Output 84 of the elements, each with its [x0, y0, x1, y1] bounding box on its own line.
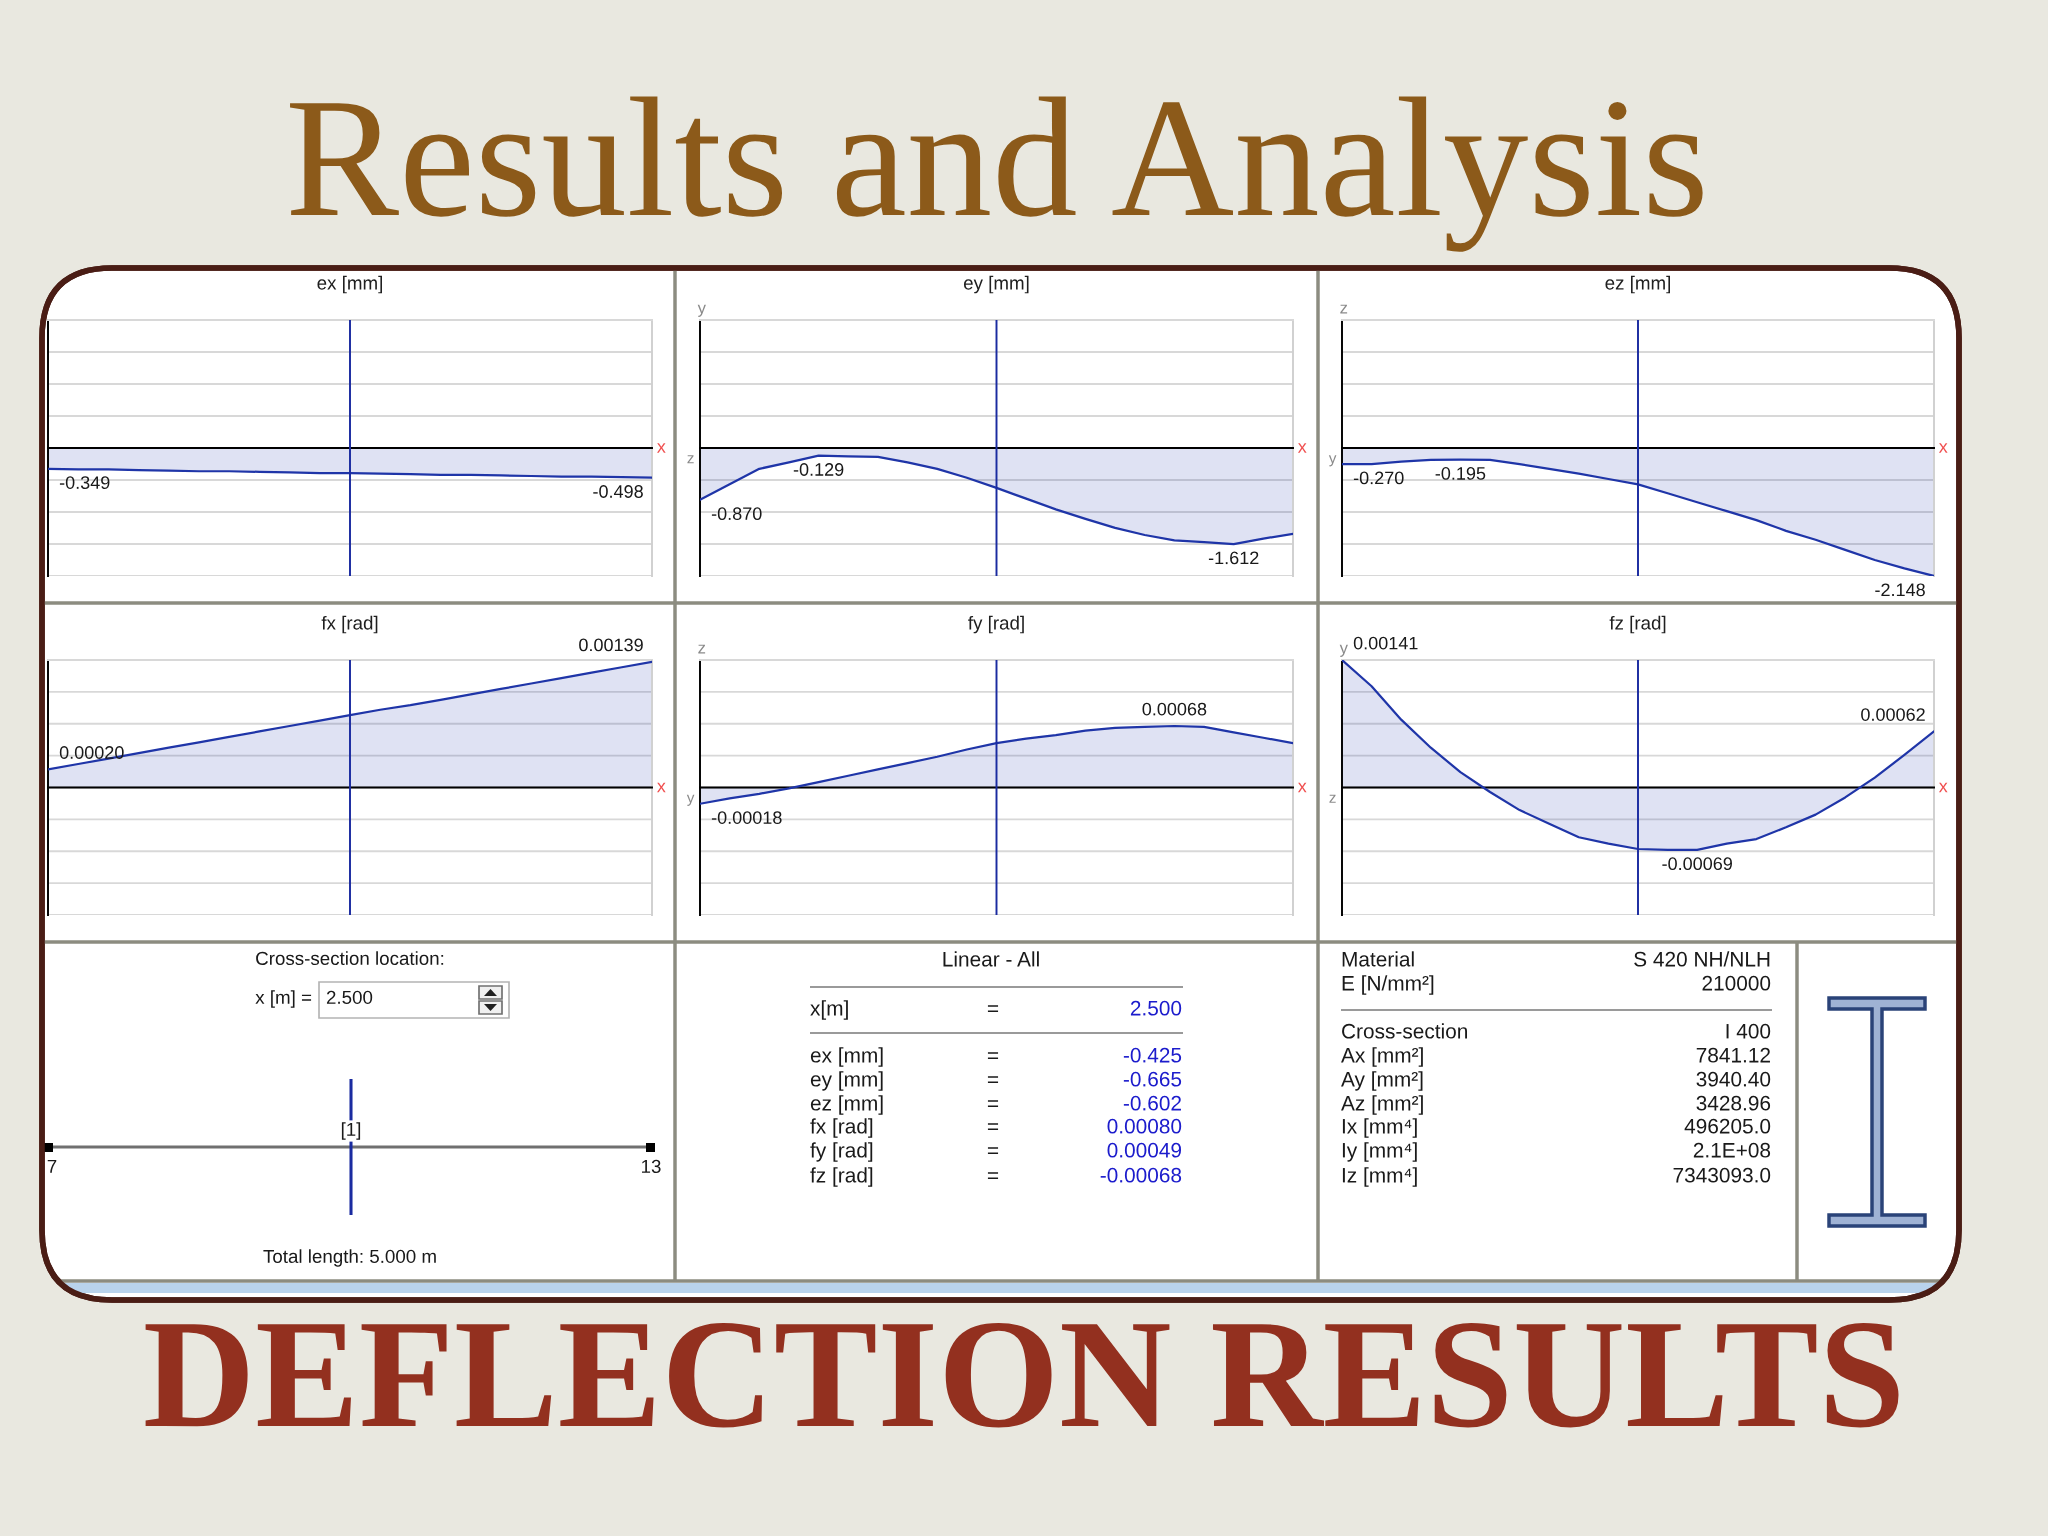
data-label: 0.00068 — [1142, 702, 1207, 716]
text: = — [987, 1172, 999, 1179]
text: 13 — [642, 1159, 661, 1174]
text: = — [987, 1147, 999, 1154]
text: y — [686, 794, 695, 806]
text: Iz [mm⁴] — [1342, 1167, 1417, 1187]
data-label: -2.148 — [1875, 583, 1925, 597]
chart-title: ez [mm] — [1605, 275, 1670, 294]
data-label: 0.00062 — [1861, 708, 1925, 721]
data-label: 0.00141 — [1353, 636, 1418, 650]
data-label: -0.195 — [1435, 467, 1486, 480]
text: 210000 — [1702, 975, 1771, 991]
data-label: -0.498 — [593, 485, 643, 498]
text: y — [1328, 455, 1337, 467]
text: 3428.96 — [1696, 1095, 1771, 1111]
text: fz [rad] — [810, 1167, 873, 1187]
text: z — [687, 455, 694, 464]
text: fx [rad] — [810, 1118, 873, 1138]
data-label: -0.270 — [1353, 471, 1404, 485]
text: = — [987, 1123, 999, 1130]
data-label: -0.129 — [793, 463, 844, 476]
text: -0.00068 — [1100, 1167, 1182, 1183]
y-axis-title: y — [697, 304, 706, 317]
text: Ay [mm²] — [1341, 1071, 1423, 1091]
text: z — [1329, 794, 1336, 803]
text: E [N/mm²] — [1342, 975, 1434, 995]
x-axis-title: x — [657, 443, 666, 453]
text: -0.665 — [1123, 1071, 1182, 1087]
data-label: -0.349 — [59, 476, 110, 489]
text: Iy [mm⁴] — [1342, 1142, 1417, 1162]
text: = — [987, 1100, 999, 1107]
y-axis-title: z — [698, 644, 706, 654]
data-label: -0.00018 — [711, 811, 782, 824]
text: 496205.0 — [1684, 1118, 1771, 1134]
text: [1] — [341, 1122, 361, 1140]
data-label: -0.870 — [711, 507, 762, 521]
x-axis-title: x — [1938, 782, 1948, 793]
y-axis-title: z — [1340, 304, 1348, 314]
text: = — [987, 1052, 999, 1059]
chart-title: fy [rad] — [968, 615, 1024, 634]
data-label: 0.00020 — [59, 746, 124, 759]
text: 7 — [47, 1159, 57, 1173]
text: Material — [1342, 951, 1414, 967]
text: Results and Analysis — [290, 96, 1703, 252]
text: I 400 — [1726, 1023, 1771, 1039]
text: = — [987, 1076, 999, 1083]
text: Cross-section — [1342, 1023, 1467, 1039]
text: x [m] = — [255, 990, 312, 1008]
text: Linear - All — [943, 951, 1039, 967]
data-label: -1.612 — [1208, 551, 1259, 565]
text: ez [mm] — [810, 1095, 883, 1115]
text: Total length: 5.000 m — [263, 1249, 436, 1267]
text: x[m] — [810, 1000, 848, 1020]
text: 2.500 — [326, 990, 373, 1005]
text: 0.00080 — [1107, 1118, 1182, 1134]
x-axis-title: x — [1938, 443, 1948, 453]
text: = — [987, 1005, 999, 1012]
text: ey [mm] — [810, 1071, 883, 1091]
text: Ax [mm²] — [1341, 1047, 1423, 1067]
chart-title: ex [mm] — [317, 275, 382, 294]
text: 7841.12 — [1696, 1047, 1770, 1063]
text: fy [rad] — [810, 1142, 873, 1162]
text: Az [mm²] — [1341, 1095, 1423, 1115]
text: 3940.40 — [1696, 1071, 1771, 1087]
x-axis-title: x — [657, 782, 666, 793]
chart-title: fz [rad] — [1609, 615, 1666, 634]
x-axis-title: x — [1297, 782, 1307, 793]
y-axis-title: y — [1339, 644, 1348, 657]
text: -0.425 — [1123, 1047, 1182, 1063]
text: S 420 NH/NLH — [1634, 951, 1770, 967]
chart-title: fx [rad] — [321, 615, 378, 634]
data-label: 0.00139 — [579, 638, 643, 652]
text: -0.602 — [1123, 1095, 1181, 1111]
text: Cross-section location: — [256, 951, 444, 966]
text: Ix [mm⁴] — [1342, 1118, 1417, 1138]
text: 2.500 — [1130, 1000, 1182, 1016]
text: ex [mm] — [810, 1047, 883, 1067]
text: 0.00049 — [1107, 1142, 1182, 1158]
chart-title: ey [mm] — [963, 275, 1029, 294]
text: 7343093.0 — [1673, 1167, 1771, 1183]
data-label: -0.00069 — [1662, 857, 1732, 871]
x-axis-title: x — [1297, 443, 1307, 453]
text: 2.1E+08 — [1693, 1142, 1771, 1158]
text: DEFLECTION RESULTS — [145, 1322, 1899, 1428]
